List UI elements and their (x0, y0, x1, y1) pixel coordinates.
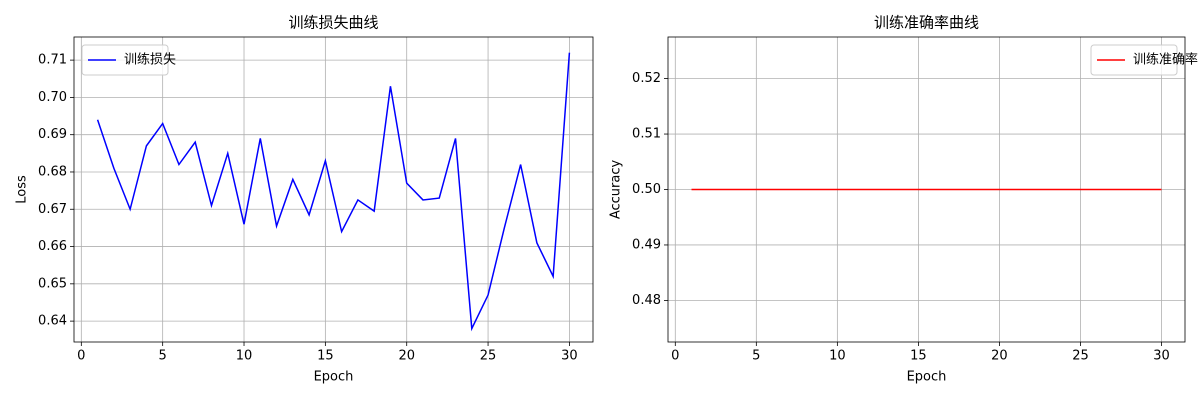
legend: 训练准确率 (1090, 44, 1198, 76)
x-tick-label: 15 (317, 349, 334, 364)
y-tick-label: 0.65 (38, 276, 67, 291)
y-tick-label: 0.69 (38, 127, 67, 142)
y-tick-label: 0.66 (38, 239, 67, 254)
y-tick-label: 0.49 (632, 237, 661, 252)
y-tick-label: 0.64 (38, 314, 67, 329)
chart-title: 训练损失曲线 (288, 14, 378, 32)
y-axis-label: Accuracy (609, 160, 624, 220)
legend-label: 训练损失 (124, 53, 176, 68)
x-tick-label: 10 (829, 349, 846, 364)
x-tick-label: 20 (398, 349, 415, 364)
y-tick-label: 0.70 (38, 90, 67, 105)
plot-frame (73, 36, 594, 343)
x-axis-label: Epoch (314, 370, 354, 385)
data-line (96, 52, 571, 332)
y-tick-label: 0.52 (632, 71, 661, 86)
y-tick-label: 0.51 (632, 127, 661, 142)
y-tick-label: 0.50 (632, 182, 661, 197)
y-axis-label: Loss (15, 175, 30, 204)
x-tick-label: 25 (1072, 349, 1089, 364)
x-tick-label: 25 (480, 349, 497, 364)
legend-label: 训练准确率 (1133, 52, 1198, 68)
x-tick-label: 20 (991, 349, 1008, 364)
x-tick-label: 30 (561, 349, 578, 364)
x-tick-label: 10 (236, 349, 253, 364)
x-tick-label: 30 (1153, 349, 1170, 364)
x-tick-label: 5 (752, 349, 760, 364)
x-tick-label: 0 (671, 349, 679, 364)
chart-title: 训练准确率曲线 (874, 14, 979, 32)
y-tick-label: 0.48 (632, 293, 661, 308)
x-axis-label: Epoch (907, 370, 947, 385)
x-tick-label: 0 (77, 349, 85, 364)
y-tick-label: 0.67 (38, 202, 67, 217)
legend-box (81, 44, 169, 76)
plot-frame (667, 36, 1186, 343)
y-tick-label: 0.68 (38, 164, 67, 179)
x-tick-label: 15 (910, 349, 927, 364)
legend: 训练损失 (81, 44, 176, 76)
legend-box (1090, 44, 1178, 76)
y-tick-label: 0.71 (38, 53, 67, 68)
x-tick-label: 5 (159, 349, 167, 364)
